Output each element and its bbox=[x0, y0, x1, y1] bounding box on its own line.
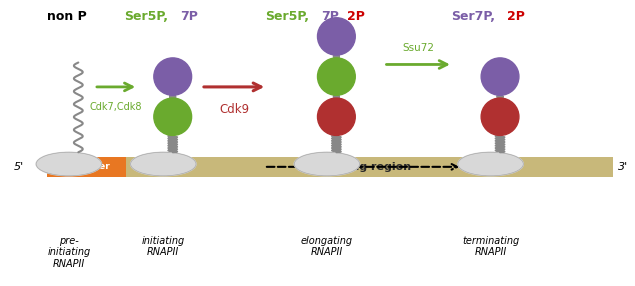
Text: Coding region: Coding region bbox=[324, 162, 411, 172]
Ellipse shape bbox=[481, 58, 519, 95]
Text: Cdk9: Cdk9 bbox=[219, 103, 249, 116]
Text: non P: non P bbox=[47, 10, 86, 23]
Text: 5': 5' bbox=[13, 162, 23, 172]
Text: Ssu72: Ssu72 bbox=[402, 43, 434, 53]
Ellipse shape bbox=[318, 98, 355, 136]
Text: Ser7P,: Ser7P, bbox=[451, 10, 495, 23]
Text: 7P: 7P bbox=[180, 10, 198, 23]
Ellipse shape bbox=[36, 152, 102, 176]
Text: initiating
RNAPII: initiating RNAPII bbox=[142, 236, 185, 257]
Ellipse shape bbox=[294, 152, 359, 176]
Ellipse shape bbox=[154, 98, 192, 136]
Text: 7P,: 7P, bbox=[321, 10, 342, 23]
Ellipse shape bbox=[458, 152, 523, 176]
Ellipse shape bbox=[318, 18, 355, 55]
Ellipse shape bbox=[154, 58, 192, 95]
Text: terminating
RNAPII: terminating RNAPII bbox=[462, 236, 519, 257]
Text: 3': 3' bbox=[618, 162, 628, 172]
Ellipse shape bbox=[131, 152, 196, 176]
Bar bbox=[126, 157, 613, 177]
Text: Cdk7,Cdk8: Cdk7,Cdk8 bbox=[90, 102, 142, 112]
Text: Ser5P,: Ser5P, bbox=[265, 10, 309, 23]
Text: 2P: 2P bbox=[507, 10, 525, 23]
Text: elongating
RNAPII: elongating RNAPII bbox=[301, 236, 353, 257]
Text: pre-
initiating
RNAPII: pre- initiating RNAPII bbox=[47, 236, 91, 269]
Text: 2P: 2P bbox=[347, 10, 365, 23]
Text: Ser5P,: Ser5P, bbox=[124, 10, 168, 23]
Ellipse shape bbox=[481, 98, 519, 136]
Bar bbox=[47, 157, 126, 177]
Ellipse shape bbox=[318, 58, 355, 95]
Text: Promoter: Promoter bbox=[62, 162, 110, 171]
